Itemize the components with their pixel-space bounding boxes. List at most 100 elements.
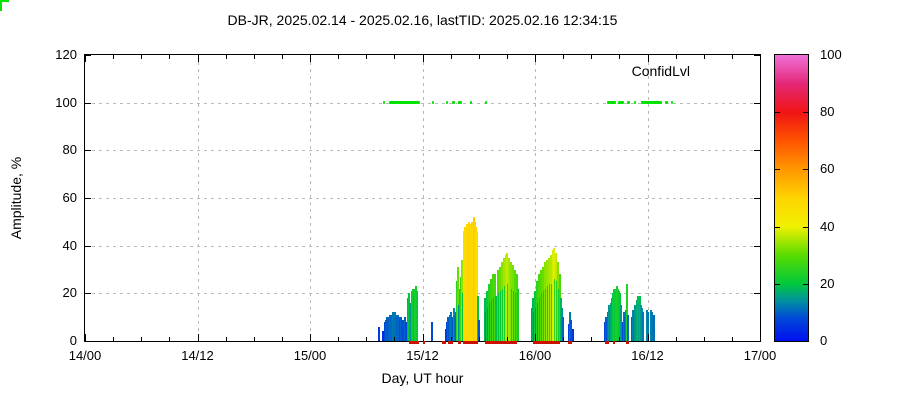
- amplitude-bar: [399, 319, 401, 341]
- y-axis-tick-right: [754, 102, 760, 104]
- amplitude-bar: [458, 305, 460, 341]
- x-axis-tick: [731, 337, 733, 341]
- amplitude-bar: [398, 317, 400, 341]
- amplitude-bar: [416, 290, 418, 341]
- x-axis-tick-top: [253, 55, 255, 59]
- x-axis-tick: [281, 337, 283, 341]
- amplitude-bar: [516, 274, 518, 341]
- amplitude-bar: [635, 307, 637, 341]
- x-axis-tick: [422, 334, 424, 341]
- confidlvl-point-segment: [607, 101, 616, 105]
- amplitude-bar: [500, 290, 502, 341]
- amplitude-bar: [384, 321, 386, 341]
- amplitude-bar: [498, 293, 500, 341]
- amplitude-bar: [510, 262, 512, 341]
- x-axis-tick: [450, 337, 452, 341]
- amplitude-bar: [460, 276, 462, 341]
- amplitude-bar: [396, 317, 398, 341]
- x-axis-tick-top: [647, 55, 649, 62]
- confidlvl-point-segment: [671, 101, 674, 105]
- amplitude-bar: [548, 257, 550, 341]
- x-axis-tick-top: [281, 55, 283, 59]
- y-tick-label: 80: [62, 142, 77, 158]
- amplitude-bar: [413, 295, 415, 341]
- y-axis-tick-right: [754, 341, 760, 342]
- amplitude-bar: [551, 283, 553, 341]
- amplitude-bar: [395, 314, 397, 341]
- amplitude-bar: [502, 288, 504, 341]
- colorbar: [774, 54, 809, 342]
- amplitude-bar: [501, 262, 503, 341]
- y-axis-tick: [85, 198, 91, 199]
- amplitude-bar: [402, 321, 404, 341]
- colorbar-tick-left: [775, 112, 780, 114]
- x-axis-tick-top: [563, 55, 565, 59]
- amplitude-bar: [613, 288, 615, 341]
- amplitude-bar: [607, 312, 609, 341]
- amplitude-bar: [400, 317, 402, 341]
- amplitude-bar: [405, 321, 407, 341]
- x-axis-tick: [675, 337, 677, 341]
- x-axis-tick-top: [703, 55, 705, 59]
- tid-interval-marker: [568, 341, 573, 344]
- x-axis-tick: [197, 334, 199, 341]
- amplitude-bar: [544, 262, 546, 341]
- amplitude-bar: [411, 290, 413, 341]
- amplitude-bar: [468, 221, 470, 341]
- x-axis-tick-top: [338, 55, 340, 59]
- confidlvl-point-segment: [452, 101, 456, 105]
- x-tick-label: 15/12: [406, 348, 439, 363]
- amplitude-bar: [627, 314, 629, 341]
- y-tick-label: 120: [55, 47, 77, 62]
- amplitude-bar: [463, 231, 465, 341]
- amplitude-bar: [407, 298, 409, 341]
- x-axis-tick: [253, 337, 255, 341]
- tid-interval-marker: [442, 341, 447, 344]
- amplitude-bar: [461, 259, 463, 341]
- y-axis-tick: [85, 245, 91, 247]
- amplitude-bar: [415, 286, 417, 341]
- amplitude-bar: [507, 283, 509, 341]
- colorbar-tick-label: 40: [820, 218, 835, 234]
- amplitude-bar: [466, 224, 468, 341]
- x-axis-tick: [478, 337, 480, 341]
- amplitude-bar: [408, 293, 410, 341]
- amplitude-bar: [382, 331, 384, 341]
- x-axis-tick: [647, 334, 649, 341]
- amplitude-bar: [453, 307, 455, 341]
- amplitude-bar: [569, 312, 571, 341]
- amplitude-bar: [533, 312, 535, 341]
- amplitude-bar: [469, 224, 471, 341]
- amplitude-bar: [474, 221, 476, 341]
- amplitude-bar: [445, 329, 447, 341]
- y-axis-tick: [85, 55, 91, 56]
- amplitude-bar: [540, 269, 542, 341]
- y-tick-label: 100: [55, 94, 77, 110]
- x-axis-tick-top: [535, 55, 536, 62]
- amplitude-bar: [632, 310, 634, 341]
- x-axis-tick-top: [478, 55, 480, 59]
- amplitude-bar: [455, 317, 457, 341]
- amplitude-bar: [487, 307, 489, 341]
- amplitude-bar: [562, 317, 564, 341]
- amplitude-bar: [636, 300, 638, 341]
- amplitude-bar: [467, 226, 469, 341]
- x-axis-tick-top: [225, 55, 227, 59]
- amplitude-bar: [388, 317, 390, 341]
- amplitude-bar: [617, 288, 619, 341]
- x-tick-label: 14/12: [181, 348, 214, 363]
- confidlvl-point-segment: [665, 101, 669, 105]
- x-axis-tick: [563, 337, 565, 341]
- amplitude-bar: [514, 269, 516, 341]
- amplitude-bar: [391, 314, 393, 341]
- amplitude-bar: [631, 317, 633, 341]
- confidlvl-point-segment: [485, 101, 488, 105]
- amplitude-bar: [457, 267, 459, 341]
- legend-point-marker-icon: [0, 0, 9, 11]
- amplitude-bar: [494, 274, 496, 341]
- x-axis-tick: [85, 334, 86, 341]
- amplitude-bar: [486, 290, 488, 341]
- amplitude-bar: [559, 274, 561, 341]
- amplitude-bar: [543, 290, 545, 341]
- amplitude-bar: [386, 317, 388, 341]
